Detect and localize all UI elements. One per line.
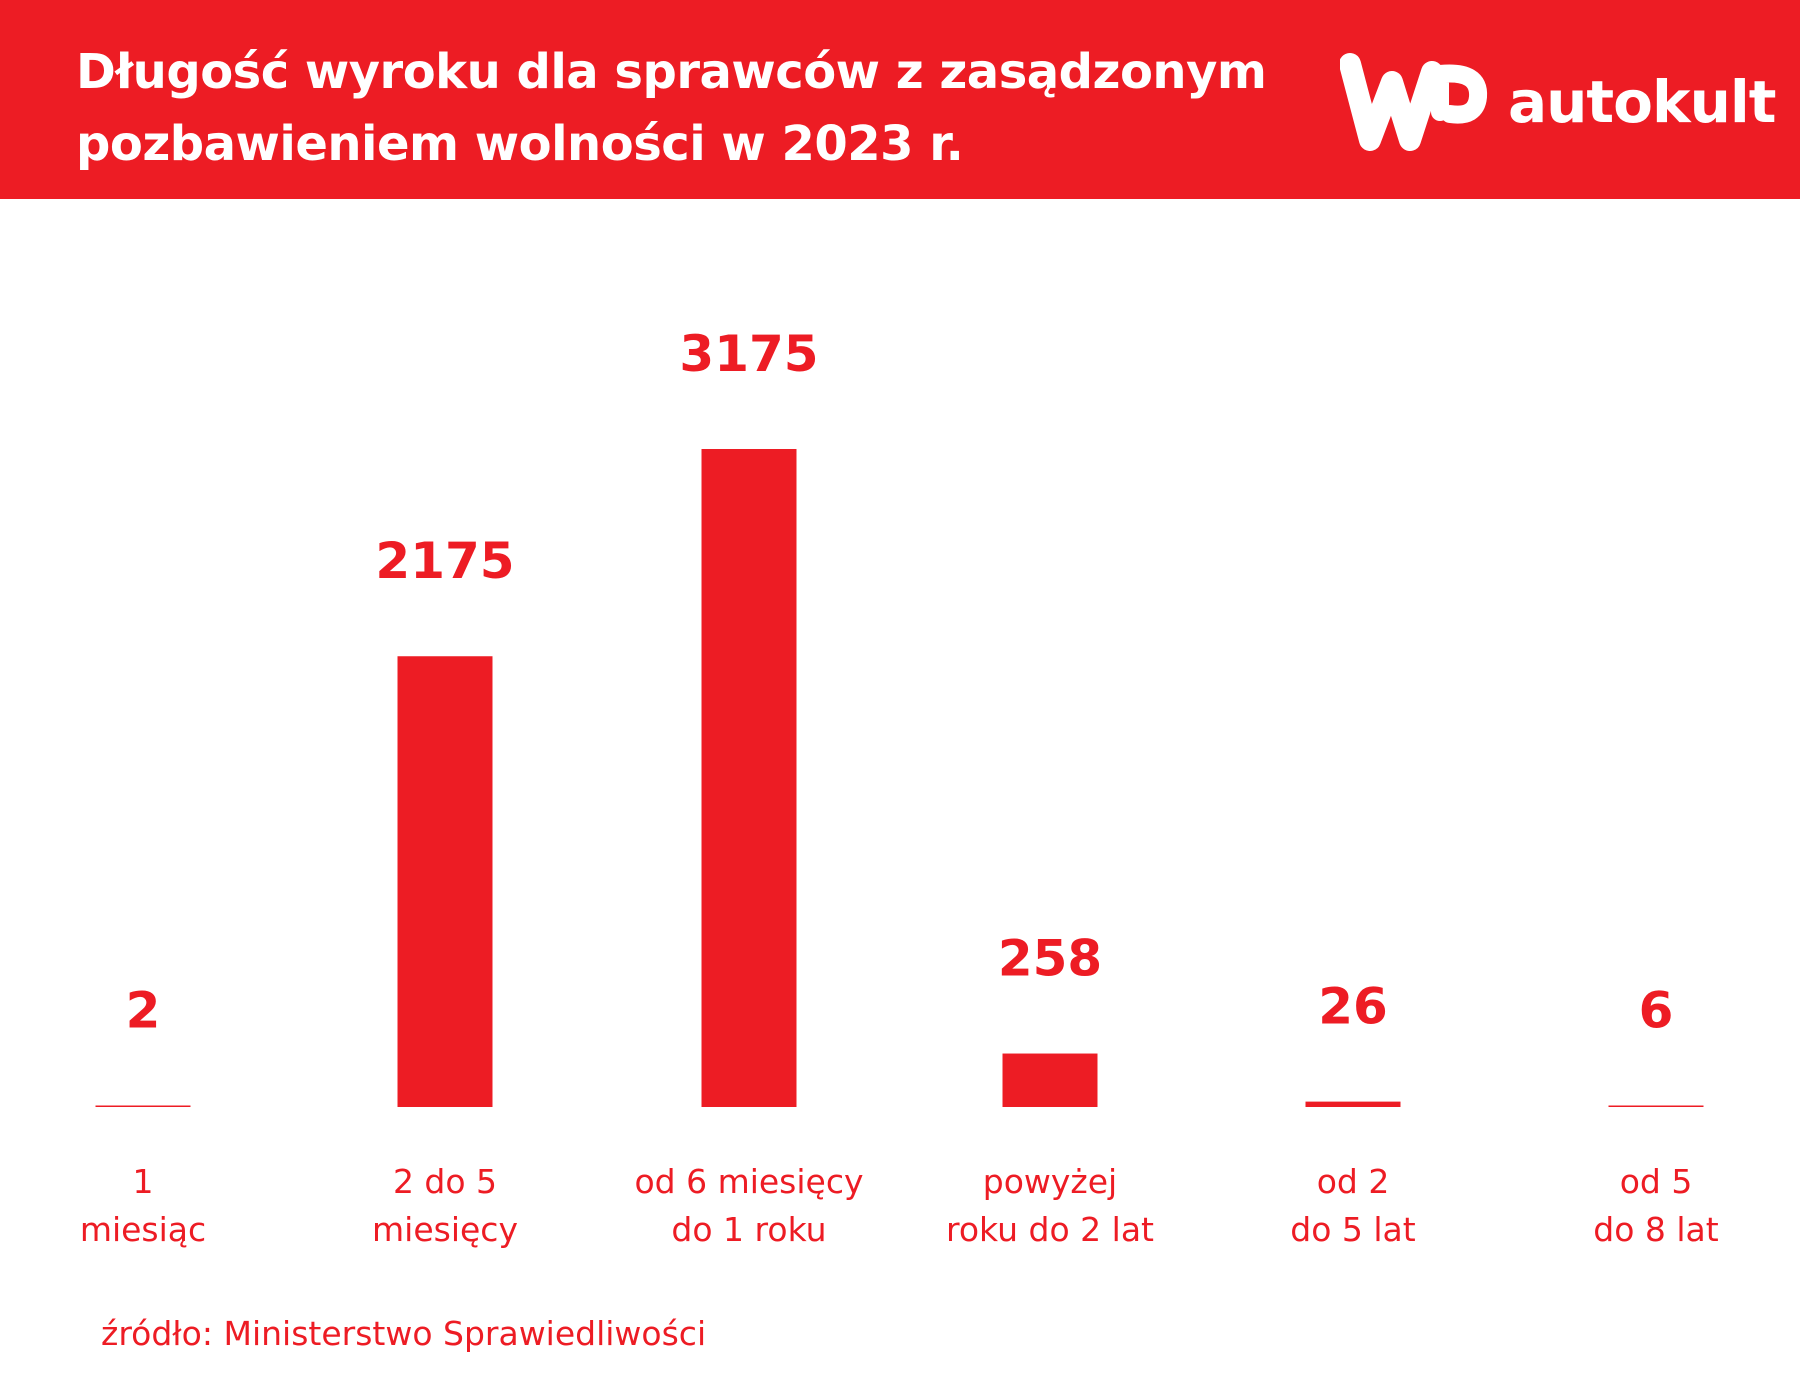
wp-autokult-logo: autokult	[1340, 52, 1776, 152]
category-label-2-line-0: od 6 miesięcy	[634, 1162, 863, 1201]
data-label-3: 258	[998, 930, 1102, 988]
category-label-0-line-0: 1	[133, 1162, 154, 1201]
data-label-5: 6	[1639, 982, 1674, 1040]
category-label-0-line-1: miesiąc	[80, 1210, 206, 1249]
bar-1	[397, 656, 493, 1107]
data-label-0: 2	[126, 982, 161, 1040]
category-label-3-line-0: powyżej	[983, 1162, 1117, 1201]
title-line-1: Długość wyroku dla sprawców z zasądzonym	[76, 44, 1267, 100]
source-note: źródło: Ministerstwo Sprawiedliwości	[101, 1314, 707, 1353]
chart-title: Długość wyroku dla sprawców z zasądzonym…	[76, 36, 1267, 180]
category-label-4-line-0: od 2	[1317, 1162, 1390, 1201]
category-label-1-line-1: miesięcy	[372, 1210, 518, 1249]
bar-3	[1002, 1053, 1098, 1107]
category-label-4-line-1: do 5 lat	[1290, 1210, 1416, 1249]
data-label-4: 26	[1318, 978, 1388, 1036]
title-line-2: pozbawieniem wolności w 2023 r.	[76, 116, 964, 172]
wp-logo-icon	[1340, 53, 1488, 151]
data-label-2: 3175	[679, 325, 818, 383]
category-label-5-line-0: od 5	[1620, 1162, 1693, 1201]
category-label-5-line-1: do 8 lat	[1593, 1210, 1719, 1249]
data-label-1: 2175	[375, 532, 514, 590]
category-label-3-line-1: roku do 2 lat	[946, 1210, 1154, 1249]
logo-text: autokult	[1508, 68, 1776, 136]
bar-4	[1305, 1101, 1401, 1107]
bar-2	[701, 449, 797, 1107]
category-label-2-line-1: do 1 roku	[671, 1210, 826, 1249]
bar-0	[95, 1105, 191, 1107]
category-label-1-line-0: 2 do 5	[393, 1162, 497, 1201]
header-banner: Długość wyroku dla sprawców z zasądzonym…	[0, 0, 1800, 199]
bar-5	[1608, 1105, 1704, 1107]
